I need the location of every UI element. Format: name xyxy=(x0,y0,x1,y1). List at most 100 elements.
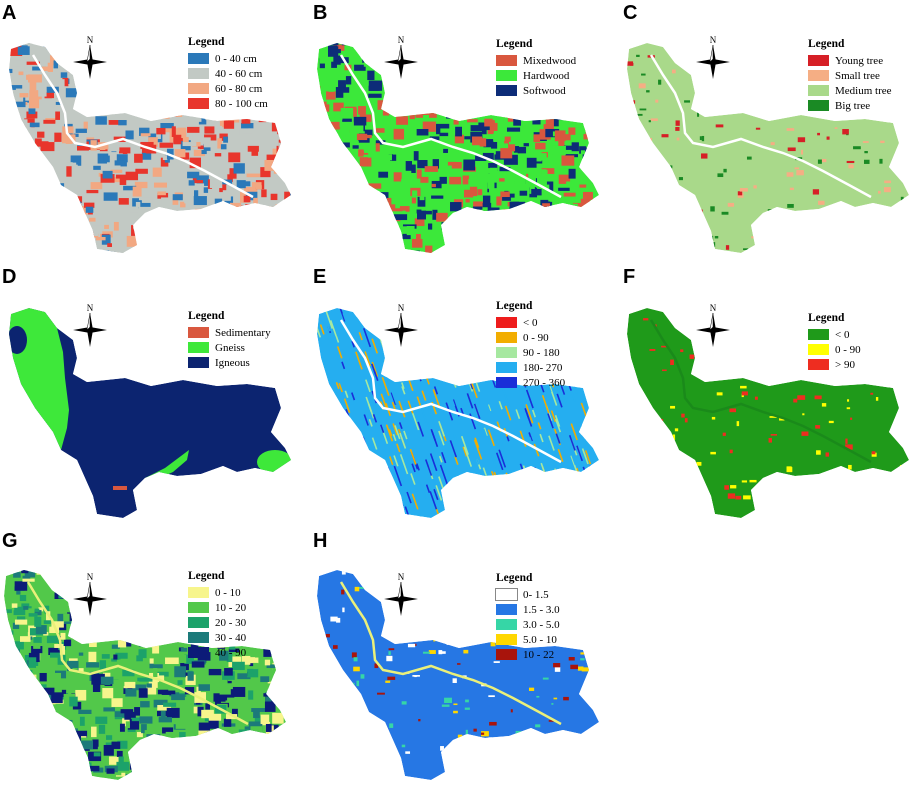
north-arrow-icon: N xyxy=(384,35,418,79)
legend-label: Hardwood xyxy=(523,69,570,82)
legend-label: Sedimentary xyxy=(215,326,271,339)
legend-label: 0 - 10 xyxy=(215,586,241,599)
north-arrow-icon: N xyxy=(384,572,418,616)
legend-swatch xyxy=(188,357,209,368)
legend-item: 80 - 100 cm xyxy=(188,96,268,111)
legend-swatch xyxy=(496,85,517,96)
legend-label: Igneous xyxy=(215,356,250,369)
legend-label: < 0 xyxy=(523,316,538,329)
legend-swatch xyxy=(188,327,209,338)
legend-swatch xyxy=(496,55,517,66)
legend-item: Small tree xyxy=(808,68,892,83)
legend-swatch xyxy=(496,649,517,660)
legend-item: 0 - 10 xyxy=(188,585,246,600)
north-arrow-icon: N xyxy=(73,572,107,616)
legend-item: Hardwood xyxy=(496,68,576,83)
legend-swatch xyxy=(188,647,209,658)
legend-item: 60 - 80 cm xyxy=(188,81,268,96)
legend-a: Legend 0 - 40 cm 40 - 60 cm 60 - 80 cm 80 - … xyxy=(188,36,268,111)
panel-letter-e: E xyxy=(313,266,327,288)
legend-swatch xyxy=(188,68,209,79)
legend-label: 0 - 90 xyxy=(523,331,549,344)
legend-swatch xyxy=(188,602,209,613)
legend-swatch xyxy=(188,98,209,109)
legend-label: > 90 xyxy=(835,358,855,371)
legend-title: Legend xyxy=(496,38,533,50)
legend-label: 80 - 100 cm xyxy=(215,97,268,110)
panel-letter-f: F xyxy=(623,266,636,288)
legend-item: Big tree xyxy=(808,98,892,113)
legend-item: Softwood xyxy=(496,83,576,98)
legend-title: Legend xyxy=(808,312,845,324)
legend-label: 0 - 40 cm xyxy=(215,52,257,65)
panel-letter-d: D xyxy=(2,266,17,288)
legend-item: 40 - 60 cm xyxy=(188,66,268,81)
north-label: N xyxy=(87,35,94,45)
legend-label: 270 - 360 xyxy=(523,376,566,389)
legend-title: Legend xyxy=(188,570,225,582)
watershed-map-b xyxy=(317,43,599,253)
legend-item: Young tree xyxy=(808,53,892,68)
legend-label: 0- 1.5 xyxy=(523,588,549,601)
north-arrow-icon: N xyxy=(73,303,107,347)
legend-swatch xyxy=(496,317,517,328)
legend-label: Big tree xyxy=(835,99,871,112)
legend-title: Legend xyxy=(496,572,533,584)
legend-item: < 0 xyxy=(808,327,861,342)
legend-d: Legend Sedimentary Gneiss Igneous xyxy=(188,310,271,370)
legend-swatch xyxy=(496,377,517,388)
legend-label: Mixedwood xyxy=(523,54,577,67)
legend-label: 20 - 30 xyxy=(215,616,247,629)
panel-letter-h: H xyxy=(313,530,328,552)
legend-label: < 0 xyxy=(835,328,850,341)
panel-letter-b: B xyxy=(313,2,328,24)
legend-title: Legend xyxy=(808,38,845,50)
legend-item: 0- 1.5 xyxy=(495,587,560,602)
legend-item: 10 - 20 xyxy=(188,600,246,615)
legend-label: Gneiss xyxy=(215,341,245,354)
legend-item: 270 - 360 xyxy=(496,375,565,390)
legend-label: 10 - 20 xyxy=(215,601,247,614)
legend-label: 180- 270 xyxy=(523,361,563,374)
legend-item: 1.5 - 3.0 xyxy=(496,602,560,617)
legend-swatch xyxy=(808,100,829,111)
legend-swatch xyxy=(188,342,209,353)
legend-label: 5.0 - 10 xyxy=(523,633,557,646)
legend-item: 180- 270 xyxy=(496,360,565,375)
legend-label: Medium tree xyxy=(835,84,892,97)
legend-swatch xyxy=(808,329,829,340)
legend-item: 40 - 90 xyxy=(188,645,246,660)
legend-item: 5.0 - 10 xyxy=(496,632,560,647)
watershed-map-c xyxy=(627,43,909,253)
legend-item: 30 - 40 xyxy=(188,630,246,645)
panel-letter-a: A xyxy=(2,2,17,24)
legend-swatch xyxy=(496,619,517,630)
legend-title: Legend xyxy=(496,300,533,312)
legend-item: Gneiss xyxy=(188,340,271,355)
legend-swatch xyxy=(496,362,517,373)
legend-label: 40 - 90 xyxy=(215,646,247,659)
north-arrow-icon: N xyxy=(696,35,730,79)
legend-item: Sedimentary xyxy=(188,325,271,340)
watershed-map-d xyxy=(9,308,291,518)
legend-label: 30 - 40 xyxy=(215,631,247,644)
legend-item: > 90 xyxy=(808,357,861,372)
legend-label: 90 - 180 xyxy=(523,346,560,359)
legend-item: Mixedwood xyxy=(496,53,576,68)
north-label: N xyxy=(87,572,94,582)
legend-item: 20 - 30 xyxy=(188,615,246,630)
legend-label: Young tree xyxy=(835,54,884,67)
legend-swatch xyxy=(495,588,518,601)
north-label: N xyxy=(398,303,405,313)
legend-label: 3.0 - 5.0 xyxy=(523,618,560,631)
north-arrow-icon: N xyxy=(696,303,730,347)
panel-letter-g: G xyxy=(2,530,18,552)
legend-label: 1.5 - 3.0 xyxy=(523,603,560,616)
legend-title: Legend xyxy=(188,36,225,48)
legend-swatch xyxy=(496,347,517,358)
legend-swatch xyxy=(808,344,829,355)
watershed-map-g xyxy=(4,570,286,780)
legend-item: 0 - 40 cm xyxy=(188,51,268,66)
legend-swatch xyxy=(808,359,829,370)
legend-label: 40 - 60 cm xyxy=(215,67,263,80)
